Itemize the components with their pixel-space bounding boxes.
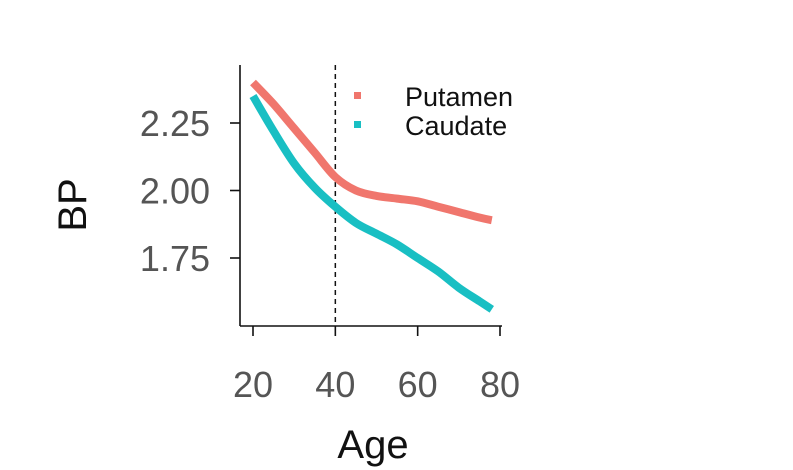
x-tick-label: 80 xyxy=(480,364,520,405)
x-tick-label: 40 xyxy=(315,364,355,405)
series-line-putamen xyxy=(250,79,493,225)
x-tick-label: 20 xyxy=(233,364,273,405)
legend-swatch-caudate xyxy=(354,121,361,128)
plot-area xyxy=(249,65,495,326)
legend-swatch-putamen xyxy=(354,92,361,99)
axes: 20 40 60 80 1.75 2.00 2.25 xyxy=(140,65,520,405)
x-axis-title: Age xyxy=(337,423,408,467)
y-tick-label: 1.75 xyxy=(140,238,210,279)
y-axis-title: BP xyxy=(51,178,95,231)
series-line-caudate xyxy=(249,93,495,313)
y-tick-label: 2.00 xyxy=(140,171,210,212)
x-tick-label: 60 xyxy=(398,364,438,405)
legend-label-putamen: Putamen xyxy=(405,82,513,112)
legend-label-caudate: Caudate xyxy=(405,111,507,141)
y-tick-label: 2.25 xyxy=(140,103,210,144)
